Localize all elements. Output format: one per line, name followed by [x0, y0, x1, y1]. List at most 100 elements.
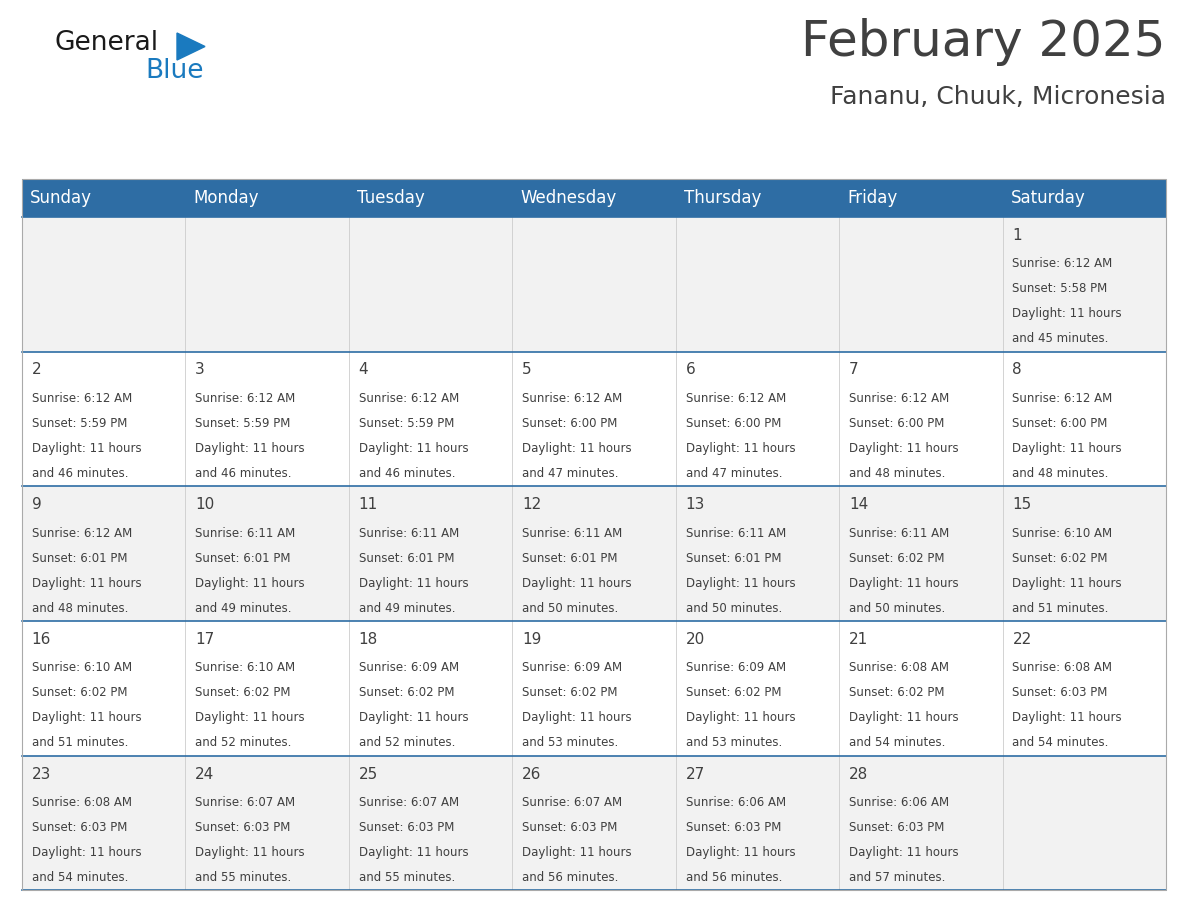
Text: Sunset: 6:03 PM: Sunset: 6:03 PM: [522, 821, 618, 834]
Text: Sunrise: 6:06 AM: Sunrise: 6:06 AM: [685, 796, 785, 809]
Text: Daylight: 11 hours: Daylight: 11 hours: [195, 846, 305, 859]
Text: Sunset: 6:00 PM: Sunset: 6:00 PM: [522, 417, 618, 430]
Text: and 52 minutes.: and 52 minutes.: [195, 736, 291, 749]
Text: and 50 minutes.: and 50 minutes.: [849, 601, 946, 614]
Text: Sunrise: 6:09 AM: Sunrise: 6:09 AM: [359, 662, 459, 675]
Text: and 46 minutes.: and 46 minutes.: [195, 467, 292, 480]
Text: Daylight: 11 hours: Daylight: 11 hours: [522, 711, 632, 724]
Text: Daylight: 11 hours: Daylight: 11 hours: [195, 711, 305, 724]
Text: Sunrise: 6:07 AM: Sunrise: 6:07 AM: [522, 796, 623, 809]
Text: Daylight: 11 hours: Daylight: 11 hours: [685, 577, 795, 589]
Bar: [23, 621, 1165, 756]
Text: Sunrise: 6:11 AM: Sunrise: 6:11 AM: [195, 527, 296, 540]
Text: February 2025: February 2025: [802, 18, 1165, 66]
Text: and 46 minutes.: and 46 minutes.: [32, 467, 128, 480]
Text: Sunrise: 6:12 AM: Sunrise: 6:12 AM: [685, 392, 785, 405]
Text: 11: 11: [359, 498, 378, 512]
Text: 20: 20: [685, 632, 704, 647]
Bar: [23, 352, 1165, 487]
Text: 7: 7: [849, 363, 859, 377]
Text: and 51 minutes.: and 51 minutes.: [1012, 601, 1108, 614]
Text: Blue: Blue: [145, 58, 203, 84]
Text: Daylight: 11 hours: Daylight: 11 hours: [849, 577, 959, 589]
Text: Sunrise: 6:10 AM: Sunrise: 6:10 AM: [32, 662, 132, 675]
Text: Daylight: 11 hours: Daylight: 11 hours: [32, 711, 141, 724]
Text: 10: 10: [195, 498, 215, 512]
Bar: [23, 487, 1165, 621]
Text: and 45 minutes.: and 45 minutes.: [1012, 332, 1108, 345]
Text: Sunrise: 6:11 AM: Sunrise: 6:11 AM: [849, 527, 949, 540]
Text: Sunrise: 6:10 AM: Sunrise: 6:10 AM: [195, 662, 296, 675]
Text: Sunrise: 6:07 AM: Sunrise: 6:07 AM: [195, 796, 296, 809]
Polygon shape: [177, 33, 206, 60]
Text: and 47 minutes.: and 47 minutes.: [522, 467, 619, 480]
Text: Sunrise: 6:12 AM: Sunrise: 6:12 AM: [1012, 257, 1113, 271]
Text: Sunset: 6:01 PM: Sunset: 6:01 PM: [359, 552, 454, 565]
Text: Sunset: 6:01 PM: Sunset: 6:01 PM: [685, 552, 781, 565]
Text: and 55 minutes.: and 55 minutes.: [359, 871, 455, 884]
Text: Tuesday: Tuesday: [358, 189, 425, 207]
Text: Sunrise: 6:09 AM: Sunrise: 6:09 AM: [685, 662, 785, 675]
Text: Sunset: 6:02 PM: Sunset: 6:02 PM: [522, 687, 618, 700]
Text: Sunset: 6:03 PM: Sunset: 6:03 PM: [1012, 687, 1107, 700]
Text: and 56 minutes.: and 56 minutes.: [685, 871, 782, 884]
Text: Daylight: 11 hours: Daylight: 11 hours: [359, 846, 468, 859]
Text: and 54 minutes.: and 54 minutes.: [1012, 736, 1108, 749]
Text: Daylight: 11 hours: Daylight: 11 hours: [522, 846, 632, 859]
Text: and 47 minutes.: and 47 minutes.: [685, 467, 782, 480]
Text: 21: 21: [849, 632, 868, 647]
Text: 18: 18: [359, 632, 378, 647]
Text: 24: 24: [195, 767, 215, 781]
Text: and 46 minutes.: and 46 minutes.: [359, 467, 455, 480]
Text: Sunset: 5:59 PM: Sunset: 5:59 PM: [32, 417, 127, 430]
Text: 1: 1: [1012, 228, 1022, 242]
Text: 9: 9: [32, 498, 42, 512]
Text: Sunset: 5:58 PM: Sunset: 5:58 PM: [1012, 283, 1107, 296]
Text: Sunset: 5:59 PM: Sunset: 5:59 PM: [195, 417, 291, 430]
Text: Sunset: 6:03 PM: Sunset: 6:03 PM: [685, 821, 781, 834]
Text: and 53 minutes.: and 53 minutes.: [522, 736, 618, 749]
Text: Sunrise: 6:10 AM: Sunrise: 6:10 AM: [1012, 527, 1112, 540]
Text: Sunset: 6:02 PM: Sunset: 6:02 PM: [685, 687, 781, 700]
Text: Sunrise: 6:12 AM: Sunrise: 6:12 AM: [522, 392, 623, 405]
Text: Fananu, Chuuk, Micronesia: Fananu, Chuuk, Micronesia: [830, 85, 1165, 109]
Text: Sunset: 6:00 PM: Sunset: 6:00 PM: [1012, 417, 1107, 430]
Text: Daylight: 11 hours: Daylight: 11 hours: [1012, 308, 1121, 320]
Text: Sunset: 6:03 PM: Sunset: 6:03 PM: [849, 821, 944, 834]
Text: Friday: Friday: [847, 189, 898, 207]
Text: and 48 minutes.: and 48 minutes.: [32, 601, 128, 614]
Text: Sunrise: 6:12 AM: Sunrise: 6:12 AM: [849, 392, 949, 405]
Text: Sunrise: 6:07 AM: Sunrise: 6:07 AM: [359, 796, 459, 809]
Bar: [23, 179, 1165, 217]
Text: Daylight: 11 hours: Daylight: 11 hours: [685, 442, 795, 455]
Text: and 54 minutes.: and 54 minutes.: [32, 871, 128, 884]
Text: Sunset: 6:00 PM: Sunset: 6:00 PM: [849, 417, 944, 430]
Text: and 52 minutes.: and 52 minutes.: [359, 736, 455, 749]
Text: Daylight: 11 hours: Daylight: 11 hours: [522, 577, 632, 589]
Text: Sunrise: 6:11 AM: Sunrise: 6:11 AM: [359, 527, 459, 540]
Text: Sunset: 6:01 PM: Sunset: 6:01 PM: [195, 552, 291, 565]
Text: and 49 minutes.: and 49 minutes.: [359, 601, 455, 614]
Text: Daylight: 11 hours: Daylight: 11 hours: [195, 442, 305, 455]
Text: Sunrise: 6:12 AM: Sunrise: 6:12 AM: [1012, 392, 1113, 405]
Text: 3: 3: [195, 363, 206, 377]
Text: 12: 12: [522, 498, 542, 512]
Text: Sunrise: 6:08 AM: Sunrise: 6:08 AM: [1012, 662, 1112, 675]
Text: 8: 8: [1012, 363, 1022, 377]
Text: Thursday: Thursday: [684, 189, 762, 207]
Text: Daylight: 11 hours: Daylight: 11 hours: [359, 577, 468, 589]
Text: and 49 minutes.: and 49 minutes.: [195, 601, 292, 614]
Text: Sunrise: 6:11 AM: Sunrise: 6:11 AM: [685, 527, 785, 540]
Text: Sunset: 6:01 PM: Sunset: 6:01 PM: [32, 552, 127, 565]
Text: Sunrise: 6:08 AM: Sunrise: 6:08 AM: [849, 662, 949, 675]
Text: 17: 17: [195, 632, 215, 647]
Text: Daylight: 11 hours: Daylight: 11 hours: [849, 711, 959, 724]
Text: Sunset: 6:03 PM: Sunset: 6:03 PM: [359, 821, 454, 834]
Text: 23: 23: [32, 767, 51, 781]
Text: and 50 minutes.: and 50 minutes.: [685, 601, 782, 614]
Text: Daylight: 11 hours: Daylight: 11 hours: [1012, 442, 1121, 455]
Text: 2: 2: [32, 363, 42, 377]
Text: Sunrise: 6:06 AM: Sunrise: 6:06 AM: [849, 796, 949, 809]
Bar: [23, 756, 1165, 890]
Text: Sunset: 5:59 PM: Sunset: 5:59 PM: [359, 417, 454, 430]
